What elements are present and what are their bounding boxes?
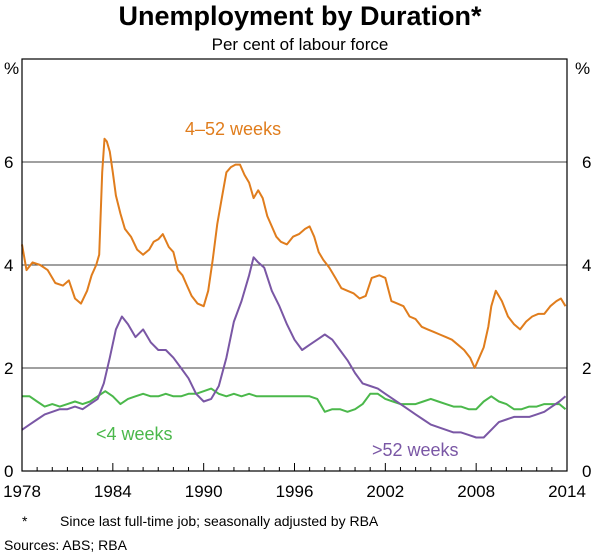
y-tick-left-4: 4: [4, 256, 13, 275]
x-tick-1978: 1978: [3, 482, 41, 501]
footnote-marker: *: [22, 513, 28, 529]
series-lines: [21, 137, 567, 439]
y-tick-right-2: 2: [582, 359, 591, 378]
series-line-0: [21, 137, 567, 369]
x-tick-1984: 1984: [94, 482, 132, 501]
sources: Sources: ABS; RBA: [4, 537, 128, 553]
axis-ticks: 0 0 2 2 4 4 6 6 1978 1984 1990 1996 2002 2008 2014: [3, 153, 591, 501]
x-tick-2002: 2002: [366, 482, 404, 501]
y-tick-right-0: 0: [582, 462, 591, 481]
y-unit-left: %: [4, 59, 19, 78]
label-under-4-weeks: <4 weeks: [96, 424, 173, 444]
y-tick-right-6: 6: [582, 153, 591, 172]
series-line-1: [22, 387, 567, 413]
label-4-52-weeks: 4–52 weeks: [185, 119, 281, 139]
x-tick-2008: 2008: [457, 482, 495, 501]
y-tick-left-6: 6: [4, 153, 13, 172]
label-over-52-weeks: >52 weeks: [372, 440, 459, 460]
x-tick-2014: 2014: [548, 482, 586, 501]
y-tick-left-2: 2: [4, 359, 13, 378]
series-line-2: [21, 256, 567, 439]
gridlines: [22, 161, 567, 369]
x-tick-1990: 1990: [185, 482, 223, 501]
y-tick-right-4: 4: [582, 256, 591, 275]
chart-title: Unemployment by Duration*: [118, 1, 482, 31]
chart-subtitle: Per cent of labour force: [212, 35, 389, 54]
y-unit-right: %: [575, 59, 590, 78]
x-tick-1996: 1996: [276, 482, 314, 501]
y-tick-left-0: 0: [4, 462, 13, 481]
footnote: Since last full-time job; seasonally adj…: [60, 513, 379, 529]
